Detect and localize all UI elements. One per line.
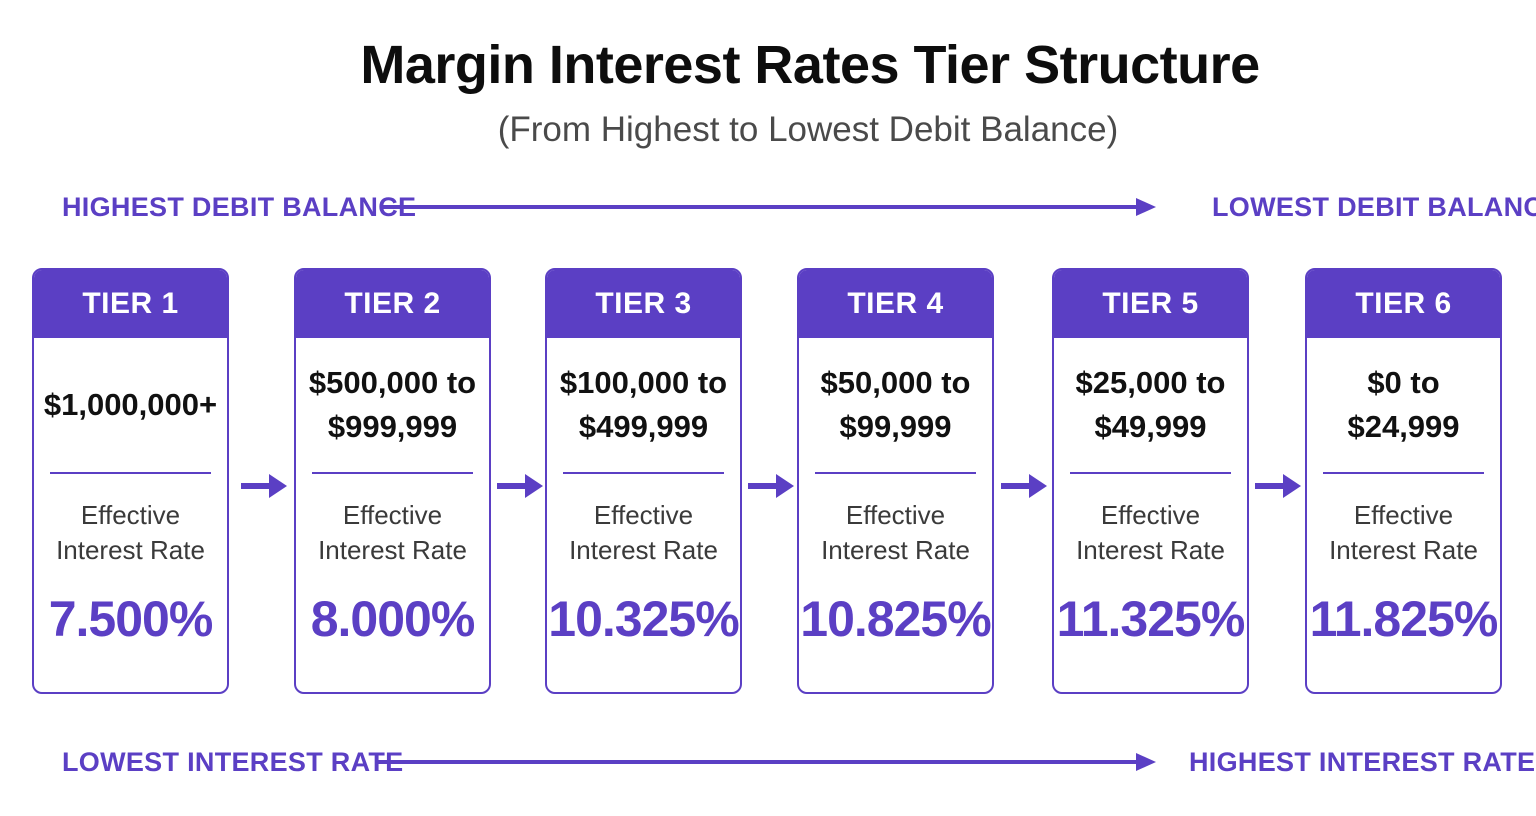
rate-label-line: Interest Rate: [821, 535, 970, 565]
tier-rate-label: Effective Interest Rate: [1054, 498, 1247, 568]
tier-card: TIER 3 $100,000 to $499,999 Effective In…: [545, 268, 742, 694]
rate-label-line: Effective: [845, 500, 946, 530]
tier-divider: [312, 472, 473, 474]
tier-balance-range: $500,000 to $999,999: [296, 338, 489, 472]
tier-divider: [815, 472, 976, 474]
tier-balance-range: $50,000 to $99,999: [799, 338, 992, 472]
tier-header: TIER 3: [547, 270, 740, 338]
tier-range-line: $24,999: [1347, 409, 1460, 444]
tier-card: TIER 2 $500,000 to $999,999 Effective In…: [294, 268, 491, 694]
tier-rate-value: 10.825%: [800, 591, 991, 647]
tier-rate-label: Effective Interest Rate: [296, 498, 489, 568]
right-arrow-icon: [1255, 474, 1301, 498]
tier-range-line: $50,000 to: [820, 365, 971, 400]
tier-rate-label: Effective Interest Rate: [799, 498, 992, 568]
tier-rate-label: Effective Interest Rate: [34, 498, 227, 568]
tier-rate-value: 8.000%: [310, 591, 476, 647]
rate-label-line: Effective: [1353, 500, 1454, 530]
tier-header: TIER 5: [1054, 270, 1247, 338]
tier-balance-range: $1,000,000+: [34, 338, 227, 472]
rate-label-line: Interest Rate: [1329, 535, 1478, 565]
right-arrow-icon: [1001, 474, 1047, 498]
tier-range-line: $0 to: [1367, 365, 1440, 400]
tier-balance-range: $100,000 to $499,999: [547, 338, 740, 472]
lowest-interest-rate-label: LOWEST INTEREST RATE: [62, 746, 404, 777]
lowest-debit-balance-label: LOWEST DEBIT BALANCE: [1212, 191, 1536, 222]
rate-label-line: Interest Rate: [1076, 535, 1225, 565]
tier-balance-range: $0 to $24,999: [1307, 338, 1500, 472]
interest-rate-flow: LOWEST INTEREST RATE HIGHEST INTEREST RA…: [62, 742, 1535, 782]
rate-label-line: Interest Rate: [569, 535, 718, 565]
tier-range-line: $100,000 to: [559, 365, 728, 400]
rate-label-line: Effective: [1100, 500, 1201, 530]
right-arrow-icon: [497, 474, 543, 498]
tier-range-line: $49,999: [1094, 409, 1207, 444]
tier-rate-label: Effective Interest Rate: [547, 498, 740, 568]
tier-header: TIER 1: [34, 270, 227, 338]
tier-card: TIER 1 $1,000,000+ Effective Interest Ra…: [32, 268, 229, 694]
tier-range-line: $99,999: [839, 409, 952, 444]
right-arrow-icon: [241, 474, 287, 498]
right-arrow-icon: [748, 474, 794, 498]
rate-label-line: Effective: [593, 500, 694, 530]
tier-header: TIER 2: [296, 270, 489, 338]
debit-balance-flow: HIGHEST DEBIT BALANCE LOWEST DEBIT BALAN…: [62, 187, 1536, 227]
tier-divider: [1323, 472, 1484, 474]
tier-card: TIER 6 $0 to $24,999 Effective Interest …: [1305, 268, 1502, 694]
tier-range-line: $499,999: [578, 409, 709, 444]
tier-divider: [50, 472, 211, 474]
rate-label-line: Effective: [80, 500, 181, 530]
tier-range-line: $999,999: [327, 409, 458, 444]
rate-label-line: Interest Rate: [56, 535, 205, 565]
page-title: Margin Interest Rates Tier Structure: [360, 35, 1260, 95]
rate-label-line: Effective: [342, 500, 443, 530]
tier-rate-value: 7.500%: [48, 591, 214, 647]
tier-rate-value: 11.325%: [1056, 591, 1246, 647]
tier-card: TIER 4 $50,000 to $99,999 Effective Inte…: [797, 268, 994, 694]
tier-rate-value: 10.325%: [548, 591, 739, 647]
tier-divider: [1070, 472, 1231, 474]
tier-rate-label: Effective Interest Rate: [1307, 498, 1500, 568]
tier-card: TIER 5 $25,000 to $49,999 Effective Inte…: [1052, 268, 1249, 694]
right-arrow-icon: [378, 753, 1156, 771]
tier-range-line: $1,000,000+: [43, 387, 218, 422]
tier-divider: [563, 472, 724, 474]
highest-debit-balance-label: HIGHEST DEBIT BALANCE: [62, 191, 417, 222]
tier-range-line: $500,000 to: [308, 365, 477, 400]
tier-range-line: $25,000 to: [1075, 365, 1226, 400]
tier-rate-value: 11.825%: [1309, 591, 1499, 647]
right-arrow-icon: [380, 198, 1156, 216]
tier-header: TIER 6: [1307, 270, 1500, 338]
rate-label-line: Interest Rate: [318, 535, 467, 565]
tier-header: TIER 4: [799, 270, 992, 338]
highest-interest-rate-label: HIGHEST INTEREST RATE: [1189, 746, 1536, 777]
tier-balance-range: $25,000 to $49,999: [1054, 338, 1247, 472]
page-subtitle: (From Highest to Lowest Debit Balance): [497, 110, 1119, 149]
